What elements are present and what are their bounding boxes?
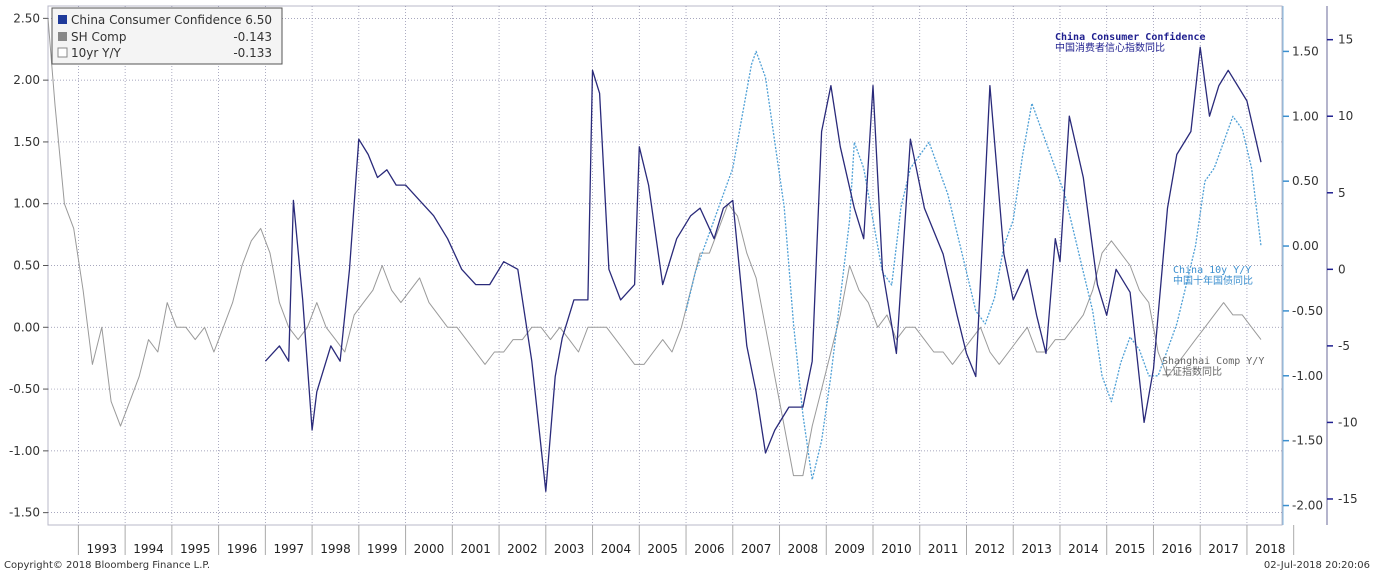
annotation-shcomp-cn: 上证指数同比: [1162, 365, 1222, 378]
left-tick-label: 0.00: [13, 320, 40, 334]
legend-label-confidence: China Consumer Confidence: [71, 13, 242, 27]
right-tick-label: -10: [1338, 415, 1358, 429]
mid-tick-label: 1.00: [1292, 109, 1319, 123]
x-tick-label: 2009: [834, 542, 865, 556]
x-tick-label: 2011: [928, 542, 959, 556]
right-tick-label: 10: [1338, 109, 1353, 123]
x-tick-label: 2007: [741, 542, 772, 556]
gridlines: [48, 6, 1282, 525]
mid-tick-label: -2.00: [1292, 499, 1323, 513]
annotation-shcomp-en: Shanghai Comp Y/Y: [1162, 356, 1264, 367]
left-tick-label: 2.50: [13, 11, 40, 25]
x-tick-label: 1994: [133, 542, 164, 556]
legend-box: [51, 7, 283, 65]
legend-swatch-confidence: [58, 15, 67, 24]
annotation-confidence-cn: 中国消费者信心指数同比: [1055, 41, 1165, 54]
mid-tick-label: 0.00: [1292, 239, 1319, 253]
legend-swatch-bond: [57, 47, 68, 58]
x-tick-label: 2004: [601, 542, 632, 556]
annotation-bond-cn: 中国十年国债同比: [1173, 274, 1253, 287]
left-tick-label: 2.00: [13, 73, 40, 87]
annotation-confidence-en: China Consumer Confidence: [1055, 31, 1206, 43]
left-tick-label: 1.00: [13, 197, 40, 211]
legend-value-shcomp: -0.143: [233, 30, 272, 44]
right-tick-label: -5: [1338, 339, 1350, 353]
annotation-bond-en: China 10y Y/Y: [1173, 265, 1251, 276]
x-axis: 1993 1994 1995 1996 1997 1998 1999 2000 2001 2002…: [77, 525, 1295, 556]
x-tick-label: 2012: [975, 542, 1006, 556]
legend-value-confidence: 6.50: [245, 13, 272, 27]
x-tick-label: 1997: [273, 542, 304, 556]
x-tick-label: 2008: [788, 542, 819, 556]
left-tick-label: 1.50: [13, 135, 40, 149]
x-tick-label: 2010: [881, 542, 912, 556]
x-tick-label: 2001: [460, 542, 491, 556]
legend-label-bond: 10yr Y/Y: [71, 46, 121, 60]
x-tick-label: 1993: [86, 542, 117, 556]
footer-copyright: Copyright© 2018 Bloomberg Finance L.P.: [4, 560, 210, 571]
series-line-sh-comp: [47, 18, 1262, 477]
right-tick-label: -15: [1338, 492, 1358, 506]
footer-timestamp: 02-Jul-2018 20:20:06: [1264, 560, 1370, 571]
x-tick-label: 1998: [320, 542, 351, 556]
legend-label-shcomp: SH Comp: [71, 30, 126, 44]
mid-tick-label: -1.00: [1292, 369, 1323, 383]
x-tick-label: 2014: [1068, 542, 1099, 556]
x-tick-label: 1995: [180, 542, 211, 556]
left-tick-label: -1.00: [9, 444, 40, 458]
series-line-10yr-y-y: [685, 50, 1262, 481]
left-tick-label: -0.50: [9, 382, 40, 396]
mid-tick-label: 0.50: [1292, 174, 1319, 188]
plot-border: [47, 5, 1283, 526]
left-axis: 2.50 2.00 1.50 1.00 0.50 0.00 -0.50 -1.00 -1.50: [9, 11, 48, 520]
legend-swatch-shcomp: [58, 32, 67, 41]
series-group: [47, 18, 1262, 492]
x-tick-label: 2018: [1255, 542, 1286, 556]
left-tick-label: 0.50: [13, 259, 40, 273]
mid-tick-label: 1.50: [1292, 44, 1319, 58]
x-tick-label: 2013: [1021, 542, 1052, 556]
right-tick-label: 0: [1338, 262, 1346, 276]
x-tick-label: 2006: [694, 542, 725, 556]
x-tick-label: 2005: [647, 542, 678, 556]
x-tick-label: 2000: [414, 542, 445, 556]
x-tick-label: 2003: [554, 542, 585, 556]
mid-tick-label: -0.50: [1292, 304, 1323, 318]
left-tick-label: -1.50: [9, 506, 40, 520]
right-tick-label: 5: [1338, 186, 1346, 200]
legend: China Consumer Confidence 6.50 SH Comp -…: [51, 7, 283, 65]
x-tick-label: 2017: [1208, 542, 1239, 556]
mid-tick-label: -1.50: [1292, 434, 1323, 448]
series-line-china-consumer-confidence: [264, 46, 1262, 492]
right-tick-label: 15: [1338, 33, 1353, 47]
x-tick-label: 1999: [367, 542, 398, 556]
x-tick-label: 2002: [507, 542, 538, 556]
right-axis: 15 10 5 0 -5 -10 -15: [1326, 6, 1358, 525]
mid-axis: 1.50 1.00 0.50 0.00 -0.50 -1.00 -1.50 -2.00: [1282, 6, 1323, 525]
x-tick-label: 2016: [1162, 542, 1193, 556]
x-tick-label: 1996: [227, 542, 258, 556]
x-tick-label: 2015: [1115, 542, 1146, 556]
legend-value-bond: -0.133: [233, 46, 272, 60]
